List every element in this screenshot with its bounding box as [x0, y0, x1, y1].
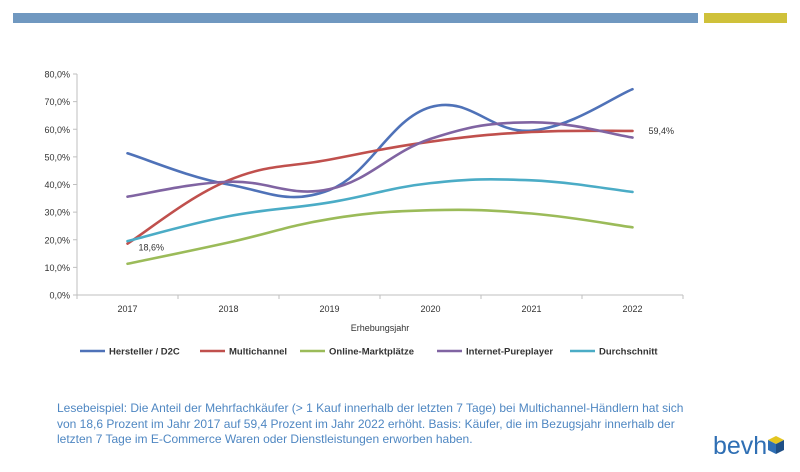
series-line-internet-pureplayer: [126, 121, 634, 198]
header-bar-blue: [13, 13, 698, 23]
logo-cube-icon: [768, 436, 784, 454]
y-tick-label: 20,0%: [44, 235, 70, 245]
y-tick-label: 30,0%: [44, 208, 70, 218]
series-line-multichannel: [126, 129, 634, 245]
y-tick-label: 50,0%: [44, 152, 70, 162]
y-tick-label: 80,0%: [44, 70, 70, 80]
legend-label: Durchschnitt: [599, 347, 658, 358]
x-tick-label: 2019: [319, 304, 339, 314]
x-tick-label: 2022: [622, 304, 642, 314]
legend-label: Hersteller / D2C: [109, 347, 180, 358]
x-tick-label: 2017: [117, 304, 137, 314]
x-tick-label: 2018: [218, 304, 238, 314]
y-tick-label: 0,0%: [49, 291, 70, 301]
y-tick-label: 70,0%: [44, 97, 70, 107]
legend-label: Internet-Pureplayer: [466, 347, 553, 358]
y-axis: 0,0% 10,0% 20,0% 30,0% 40,0% 50,0% 60,0% 70,0% 8…: [44, 70, 78, 301]
data-label: 18,6%: [139, 243, 165, 253]
data-annotations: 18,6% 59,4%: [139, 126, 675, 253]
x-axis: 2017 2018 2019 2020 2021 2022: [76, 294, 684, 314]
legend: Hersteller / D2C Multichannel Online-Markt…: [80, 347, 658, 358]
y-tick-label: 10,0%: [44, 263, 70, 273]
legend-label: Online-Marktplätze: [329, 347, 414, 358]
series-lines: [126, 87, 634, 266]
data-label: 59,4%: [649, 126, 675, 136]
logo-text: bevh: [713, 432, 768, 460]
legend-label: Multichannel: [229, 347, 287, 358]
x-tick-label: 2021: [521, 304, 541, 314]
y-tick-label: 60,0%: [44, 125, 70, 135]
y-tick-label: 40,0%: [44, 180, 70, 190]
x-tick-label: 2020: [420, 304, 440, 314]
series-line-durchschnitt: [126, 177, 634, 243]
bevh-logo: bevh: [713, 432, 793, 464]
series-line-online-marktplätze: [126, 208, 634, 266]
header-bar-yellow: [704, 13, 787, 23]
caption-text: Lesebeispiel: Die Anteil der Mehrfachkäu…: [57, 401, 684, 446]
x-axis-label: Erhebungsjahr: [351, 323, 410, 333]
line-chart: 0,0% 10,0% 20,0% 30,0% 40,0% 50,0% 60,0% 70,0% 8…: [44, 70, 684, 358]
